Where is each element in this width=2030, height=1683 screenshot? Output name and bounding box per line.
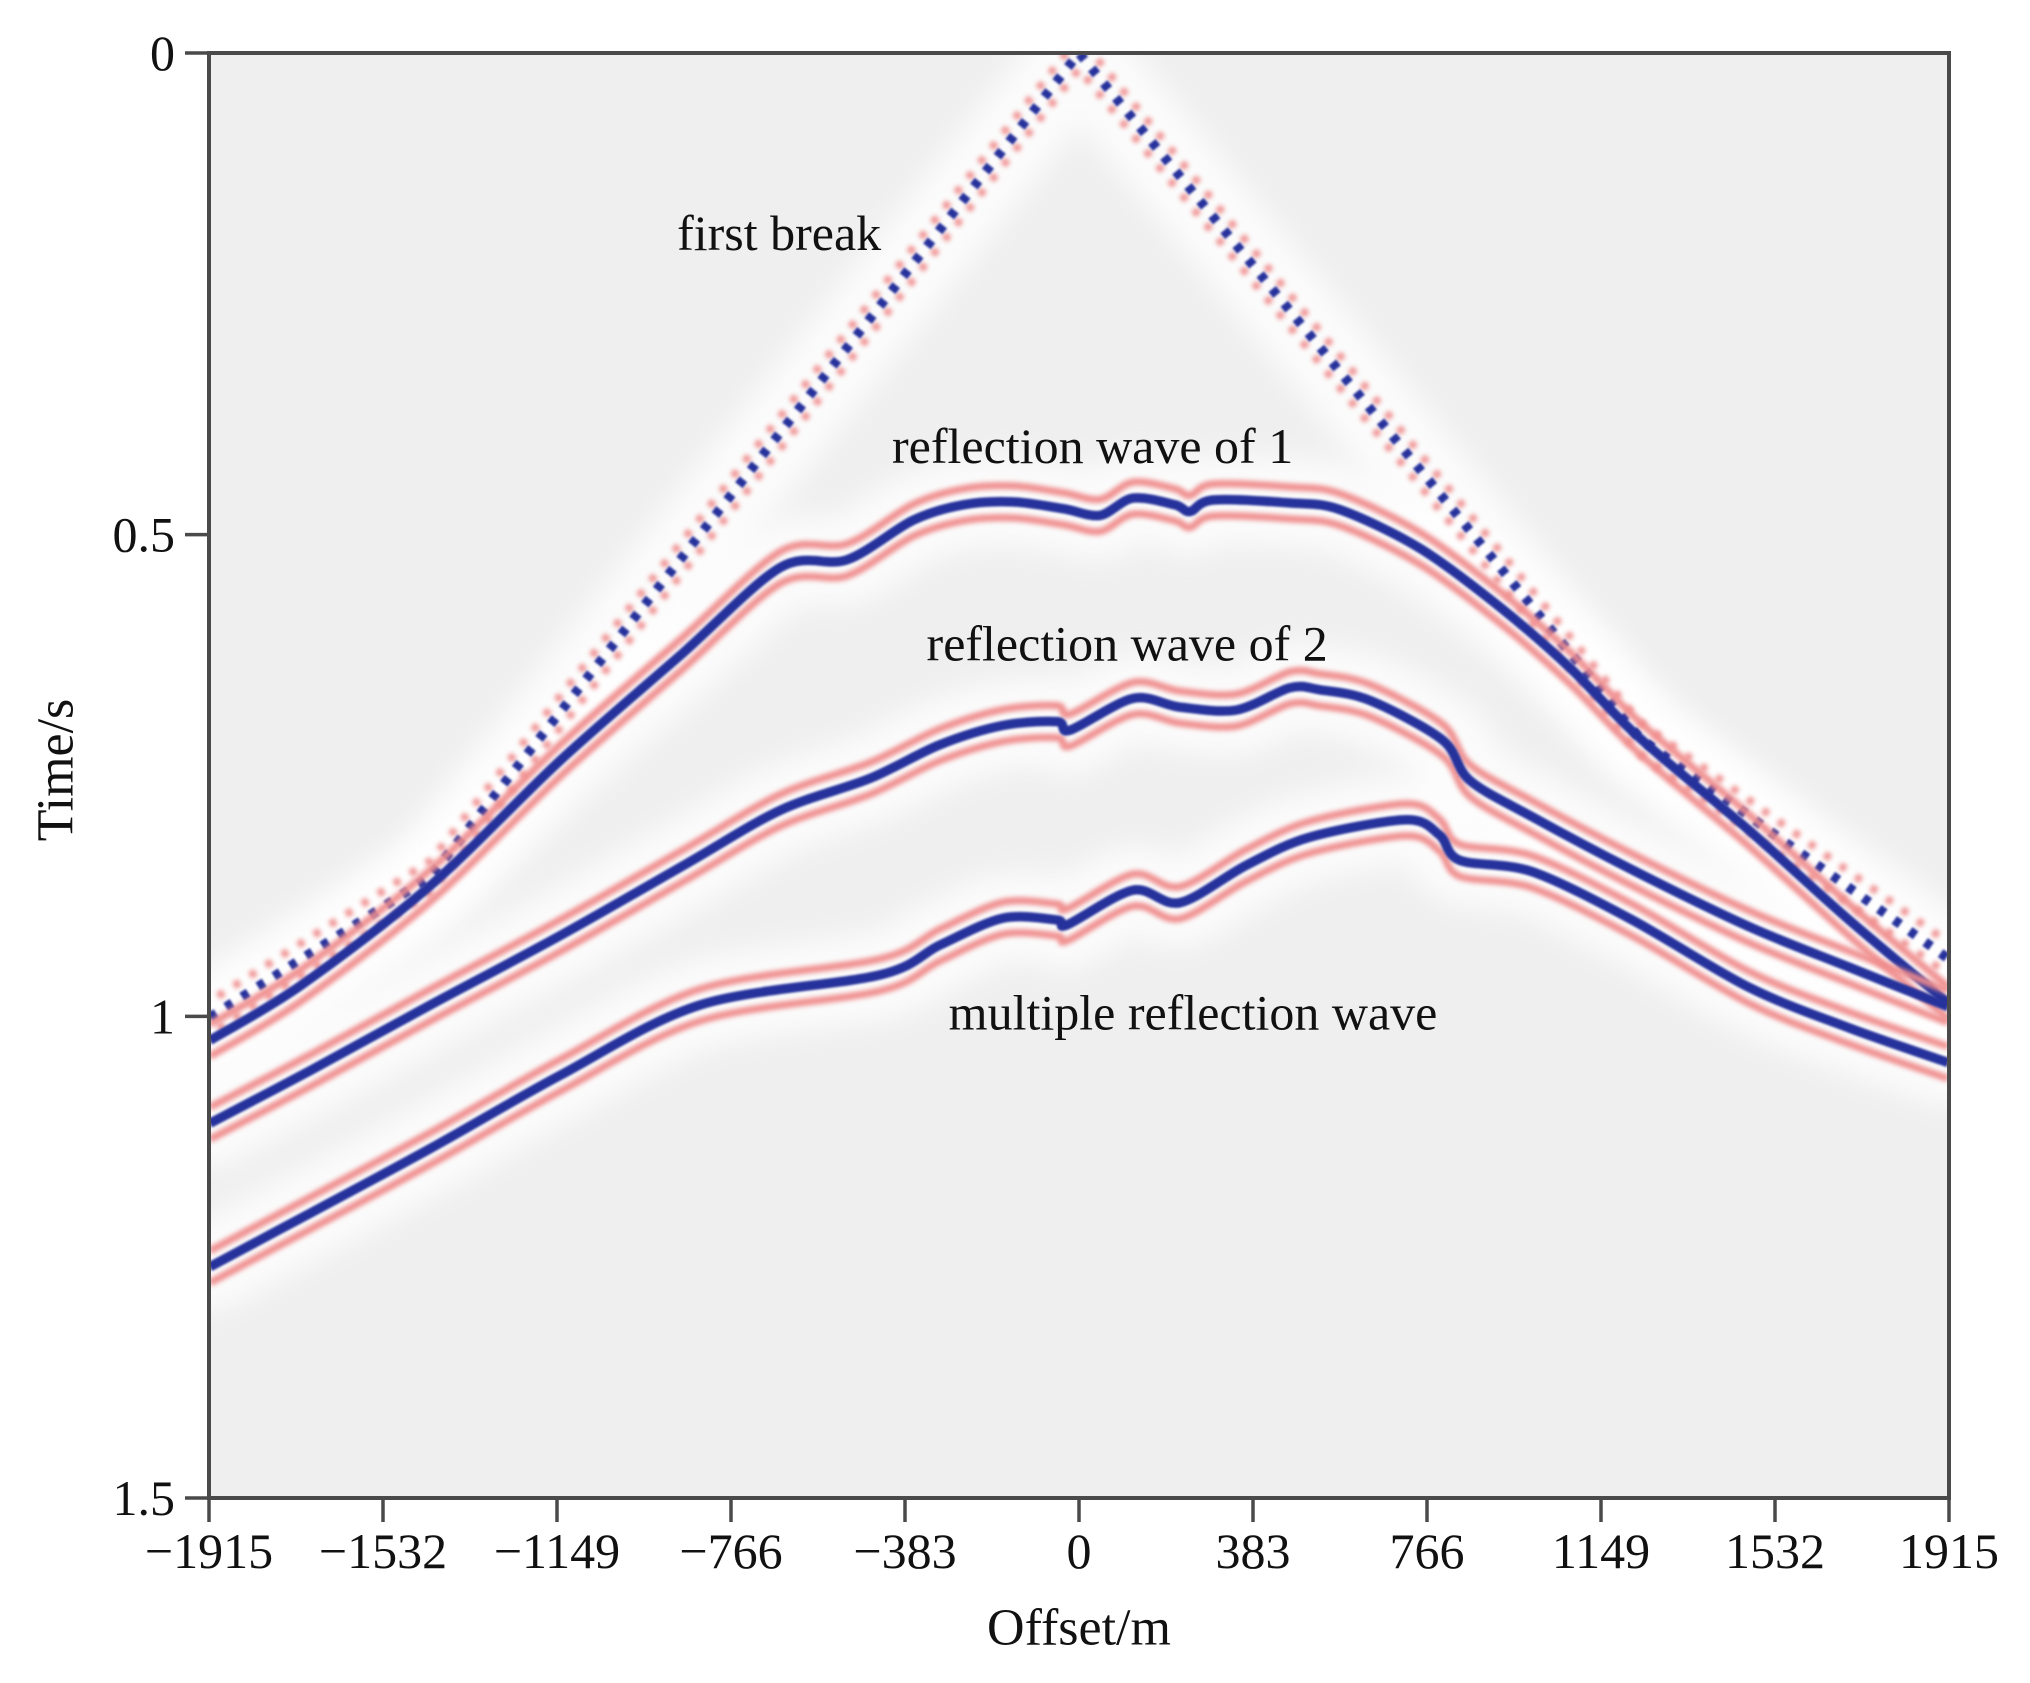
axis-ticks: −1915 −1532 −1149 −766 −383 0 383 766 1149 1532 19…	[113, 25, 2000, 1579]
y-tick-label: 0.5	[113, 507, 176, 563]
annotation-reflection-wave-of-1: reflection wave of 1	[892, 418, 1293, 474]
x-tick-label: −1532	[319, 1523, 447, 1579]
y-tick-label: 0	[150, 25, 175, 81]
x-tick-label: −1149	[494, 1523, 620, 1579]
trough-sidelobe	[208, 666, 1950, 1111]
peak-line	[208, 815, 1950, 1271]
trough-sidelobe	[208, 478, 1950, 1028]
y-tick-label: 1	[150, 988, 175, 1044]
annotation-multiple-reflection-wave: multiple reflection wave	[949, 984, 1438, 1040]
annotation-reflection-wave-of-2: reflection wave of 2	[927, 616, 1328, 672]
y-axis-title: Time/s	[27, 698, 85, 842]
y-tick-label: 1.5	[113, 1470, 176, 1526]
x-tick-label: 766	[1390, 1523, 1465, 1579]
event-reflection-wave-of-1	[208, 478, 1950, 1060]
x-tick-label: 1149	[1552, 1523, 1650, 1579]
x-tick-label: 1915	[1899, 1523, 1999, 1579]
event-reflection-wave-of-2	[208, 666, 1950, 1143]
trough-sidelobe	[208, 832, 1950, 1287]
trough-sidelobe	[208, 698, 1950, 1143]
x-tick-label: 1532	[1725, 1523, 1825, 1579]
peak-line	[208, 681, 1950, 1128]
trough-sidelobe	[208, 800, 1950, 1255]
annotation-first-break: first break	[677, 205, 881, 261]
x-tick-label: −383	[853, 1523, 956, 1579]
x-tick-label: 383	[1216, 1523, 1291, 1579]
x-tick-label: −766	[679, 1523, 782, 1579]
wavefield-events	[208, 52, 1950, 1311]
x-axis-title: Offset/m	[987, 1599, 1171, 1657]
peak-line	[208, 493, 1950, 1045]
x-tick-label: 0	[1067, 1523, 1092, 1579]
trough-sidelobe	[208, 510, 1950, 1060]
x-tick-label: −1915	[145, 1523, 273, 1579]
event-multiple-reflection-wave	[208, 800, 1950, 1287]
